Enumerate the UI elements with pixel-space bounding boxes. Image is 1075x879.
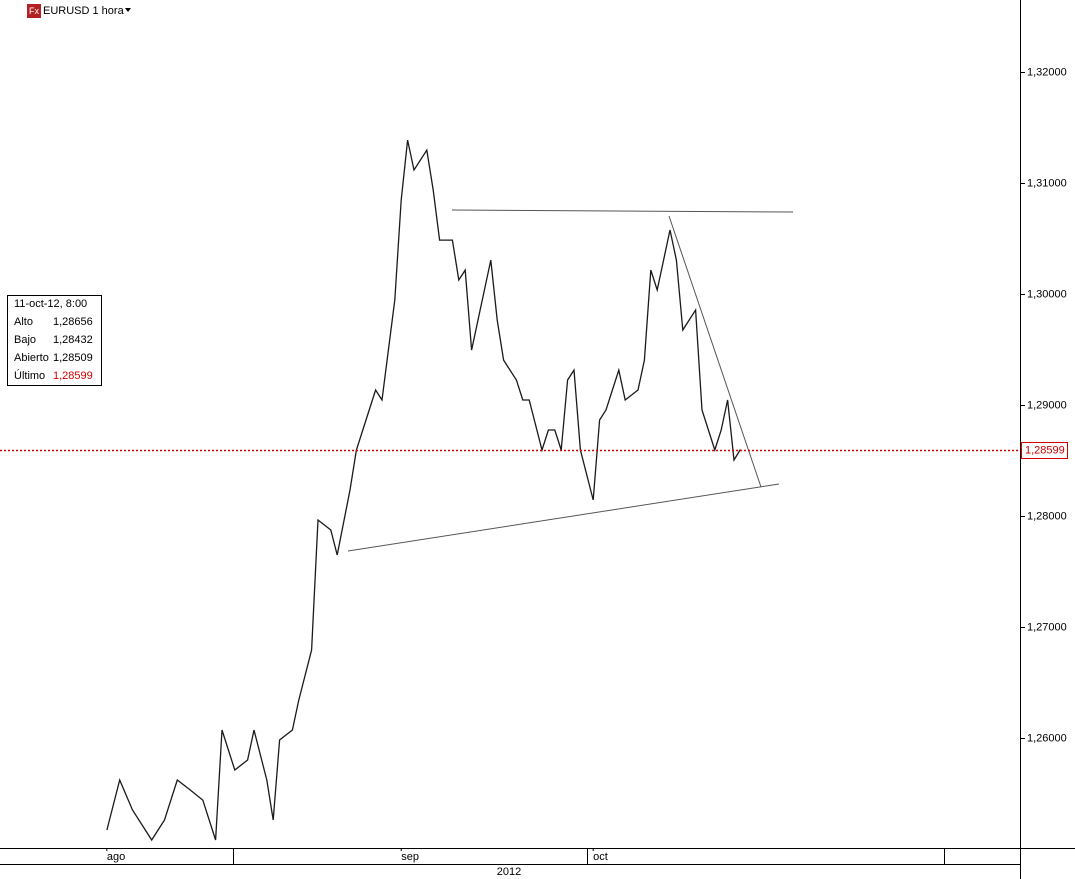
x-tick-label: oct xyxy=(593,851,608,863)
info-panel: 11-oct-12, 8:00 Alto 1,28656 Bajo 1,2843… xyxy=(7,295,102,386)
y-tick-label: 1,26000 xyxy=(1027,732,1067,744)
price-line xyxy=(106,139,741,842)
info-panel-box xyxy=(7,295,102,386)
x-tick-label: ago xyxy=(107,851,125,863)
year-label: 2012 xyxy=(497,866,521,878)
y-tick-label: 1,31000 xyxy=(1027,177,1067,189)
info-value: 1,28432 xyxy=(53,334,93,346)
info-label: Abierto xyxy=(14,352,49,364)
info-label: Último xyxy=(14,369,45,382)
x-tick-label: sep xyxy=(401,851,419,863)
header[interactable]: Fx EURUSD 1 hora xyxy=(27,4,131,18)
trend-line xyxy=(451,209,794,213)
info-value: 1,28599 xyxy=(53,370,93,382)
info-label: Bajo xyxy=(14,334,36,346)
dropdown-arrow[interactable] xyxy=(125,8,131,12)
y-tick-label: 1,28000 xyxy=(1027,510,1067,522)
info-value: 1,28656 xyxy=(53,316,93,328)
y-tick-label: 1,32000 xyxy=(1027,66,1067,78)
trend-line xyxy=(668,215,762,488)
info-value: 1,28509 xyxy=(53,352,93,364)
icon-text: Fx xyxy=(29,6,39,16)
symbol-icon xyxy=(27,4,41,18)
info-label: Alto xyxy=(14,316,33,328)
y-tick-label: 1,27000 xyxy=(1027,621,1067,633)
chart-title: EURUSD 1 hora xyxy=(43,5,125,17)
last-price-box xyxy=(1021,442,1068,459)
last-price-label: 1,28599 xyxy=(1025,444,1065,456)
y-tick-label: 1,29000 xyxy=(1027,399,1067,411)
info-date: 11-oct-12, 8:00 xyxy=(14,298,87,310)
y-tick-label: 1,30000 xyxy=(1027,288,1067,300)
trend-line xyxy=(347,483,780,552)
